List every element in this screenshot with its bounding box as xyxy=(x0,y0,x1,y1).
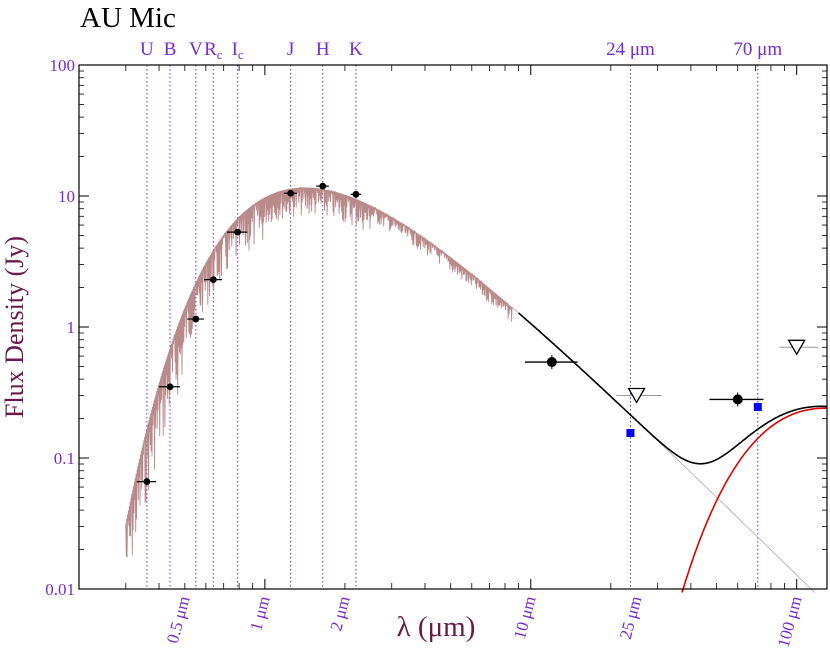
data-points xyxy=(136,182,818,486)
band-label: Rc xyxy=(204,39,223,62)
x-tick-label: 25 μm xyxy=(616,594,646,641)
total-model-curve xyxy=(518,312,827,465)
photometry-point xyxy=(192,315,200,323)
mips-point xyxy=(626,429,635,438)
x-tick-label: 0.5 μm xyxy=(163,594,194,645)
y-tick-label: 10 xyxy=(58,187,75,206)
band-label: 70 μm xyxy=(733,39,782,60)
band-markers: U B V Rc Ic J H K 24 μm 70 μm xyxy=(140,39,782,589)
band-label: B xyxy=(164,39,177,60)
upper-limit-marker xyxy=(627,387,646,404)
y-axis-label: Flux Density (Jy) xyxy=(0,236,29,418)
photosphere-curve xyxy=(125,186,513,558)
x-tick-label: 2 μm xyxy=(326,594,353,633)
band-label: J xyxy=(287,39,294,60)
photometry-point xyxy=(319,182,327,190)
x-axis-label: λ (μm) xyxy=(397,611,476,643)
iras-point xyxy=(546,357,557,368)
band-label: Ic xyxy=(232,39,244,62)
x-tick-label: 100 μm xyxy=(774,594,806,649)
y-tick-label: 0.1 xyxy=(54,449,75,468)
photometry-point xyxy=(166,383,174,391)
band-label: 24 μm xyxy=(606,39,655,60)
blackbody-curve xyxy=(681,407,827,593)
iras-point xyxy=(732,394,743,405)
band-label: H xyxy=(316,39,330,60)
photometry-point xyxy=(143,478,151,486)
photometry-point xyxy=(209,276,217,284)
axis-ticks: 100 10 1 0.1 0.01 0.5 μm 1 μm 2 μm 10 μm 25 μm 100… xyxy=(45,56,827,649)
photosphere-extension-curve xyxy=(511,306,815,593)
mips-point xyxy=(753,403,762,412)
photometry-point xyxy=(287,189,295,197)
band-label: V xyxy=(189,39,203,60)
y-tick-label: 0.01 xyxy=(45,580,75,599)
x-tick-label: 1 μm xyxy=(246,594,273,633)
photometry-point xyxy=(352,190,360,198)
y-tick-label: 100 xyxy=(50,56,76,75)
x-tick-label: 10 μm xyxy=(510,594,540,641)
photometry-point xyxy=(234,228,242,236)
model-curves xyxy=(125,186,827,593)
y-tick-label: 1 xyxy=(67,318,76,337)
band-label: K xyxy=(349,39,363,60)
upper-limit-marker xyxy=(787,339,806,356)
band-label: U xyxy=(140,39,154,60)
chart-title: AU Mic xyxy=(80,2,176,34)
